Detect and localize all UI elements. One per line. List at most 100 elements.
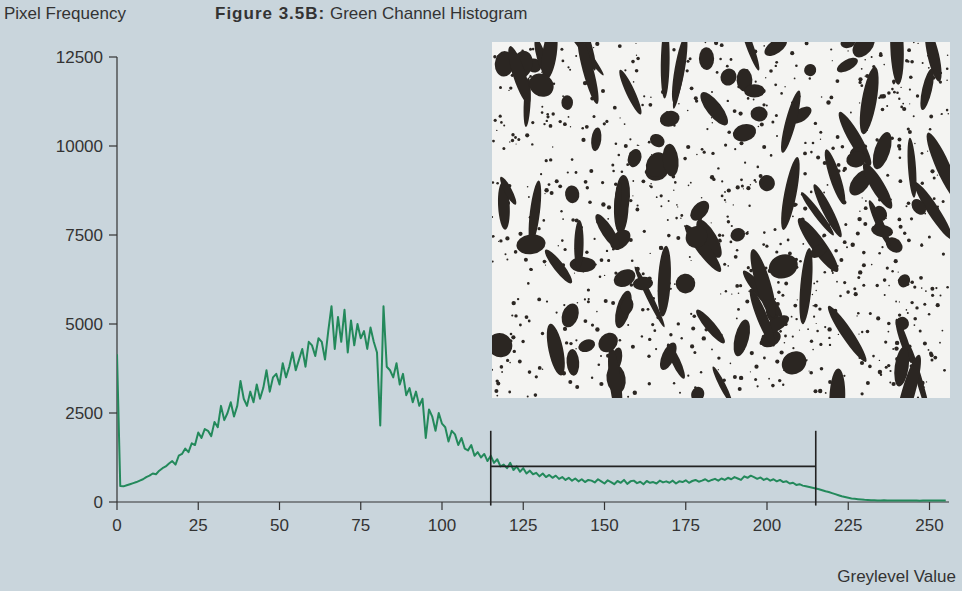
inset-speck	[832, 60, 833, 61]
inset-speck	[940, 294, 942, 296]
inset-speck	[727, 215, 729, 217]
inset-speck	[784, 335, 787, 338]
inset-speck	[922, 62, 924, 64]
inset-speck	[631, 260, 634, 263]
inset-speck	[862, 197, 863, 198]
inset-blob	[777, 346, 811, 379]
inset-speck	[854, 292, 858, 296]
inset-speck	[822, 233, 826, 237]
inset-speck	[792, 215, 794, 217]
inset-speck	[546, 301, 548, 303]
inset-speck	[524, 258, 528, 262]
inset-speck	[569, 69, 571, 71]
inset-speck	[887, 364, 890, 367]
inset-speck	[865, 200, 867, 202]
inset-speck	[747, 97, 750, 100]
inset-speck	[941, 113, 943, 115]
x-tick	[441, 502, 442, 510]
inset-speck	[701, 197, 703, 199]
inset-speck	[754, 378, 757, 381]
inset-blob	[744, 84, 765, 98]
inset-speck	[909, 76, 913, 80]
inset-speck	[861, 392, 864, 395]
inset-speck	[676, 236, 680, 240]
inset-speck	[907, 312, 909, 314]
inset-speck	[836, 79, 840, 83]
inset-speck	[675, 217, 678, 220]
inset-speck	[919, 329, 922, 332]
inset-blob	[869, 130, 896, 171]
inset-speck	[913, 317, 917, 321]
inset-blob	[561, 95, 573, 110]
inset-speck	[620, 117, 621, 118]
inset-speck	[946, 68, 949, 71]
inset-speck	[736, 249, 739, 252]
inset-speck	[559, 120, 562, 123]
inset-speck	[673, 190, 674, 191]
y-tick	[109, 323, 117, 324]
inset-speck	[712, 122, 713, 123]
inset-speck	[810, 340, 813, 343]
inset-speck	[703, 151, 706, 154]
inset-speck	[894, 346, 898, 350]
inset-speck	[508, 90, 509, 91]
inset-speck	[733, 204, 734, 205]
inset-speck	[928, 313, 931, 316]
inset-ground	[492, 42, 950, 398]
inset-speck	[861, 68, 863, 70]
inset-speck	[879, 52, 882, 55]
inset-speck	[836, 281, 838, 283]
inset-speck	[595, 327, 599, 331]
inset-speck	[858, 270, 862, 274]
inset-speck	[575, 348, 576, 349]
inset-speck	[735, 284, 739, 288]
inset-speck	[810, 151, 813, 154]
inset-speck	[496, 395, 498, 397]
inset-blob	[871, 203, 889, 223]
inset-speck	[780, 330, 782, 332]
inset-speck	[496, 182, 499, 185]
inset-speck	[691, 327, 695, 331]
chart: 0250050007500100001250002550751001251501…	[0, 0, 962, 591]
inset-speck	[648, 338, 651, 341]
inset-speck	[567, 171, 569, 173]
inset-blob	[625, 147, 644, 169]
inset-blob	[918, 68, 937, 111]
inset-speck	[775, 65, 777, 67]
inset-speck	[717, 356, 720, 359]
inset-speck	[591, 377, 593, 379]
inset-speck	[527, 186, 529, 188]
inset-speck	[549, 124, 553, 128]
inset-speck	[889, 370, 891, 372]
inset-speck	[680, 218, 681, 219]
inset-speck	[606, 250, 608, 252]
inset-speck	[910, 301, 913, 304]
inset-speck	[587, 300, 590, 303]
inset-speck	[799, 330, 800, 331]
inset-speck	[888, 331, 890, 333]
inset-speck	[631, 60, 635, 64]
inset-speck	[534, 393, 538, 397]
inset-speck	[829, 344, 831, 346]
inset-speck	[736, 185, 740, 189]
inset-speck	[577, 302, 579, 304]
inset-speck	[555, 179, 559, 183]
inset-speck	[496, 382, 500, 386]
inset-speck	[721, 180, 723, 182]
inset-speck	[643, 95, 645, 97]
x-tick	[360, 502, 361, 510]
y-tick	[109, 145, 117, 146]
inset-speck	[913, 42, 915, 43]
inset-speck	[618, 44, 622, 48]
inset-blob	[660, 42, 670, 99]
inset-blob	[576, 337, 597, 355]
inset-speck	[581, 138, 585, 142]
inset-speck	[632, 195, 633, 196]
inset-speck	[843, 375, 845, 377]
inset-blob	[718, 66, 740, 88]
inset-speck	[492, 181, 494, 184]
inset-speck	[824, 271, 827, 274]
inset-speck	[843, 240, 847, 244]
inset-speck	[943, 369, 946, 372]
inset-speck	[627, 396, 629, 398]
